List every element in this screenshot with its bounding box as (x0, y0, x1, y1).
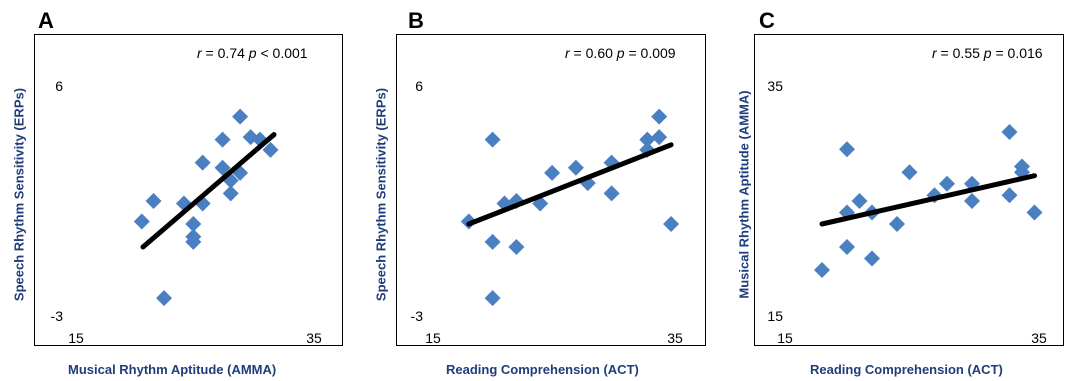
p-value: 0.016 (1007, 45, 1043, 61)
data-point (839, 141, 855, 158)
data-point (851, 193, 868, 209)
data-point (1001, 187, 1018, 204)
r-value: 0.74 (217, 45, 245, 61)
scatter-chart: 6 -315 35 (411, 78, 683, 346)
data-point (484, 290, 501, 307)
data-point (214, 131, 231, 148)
data-point (133, 213, 150, 230)
scatter-chart: 6 -315 35 (51, 78, 322, 346)
data-point (567, 159, 584, 176)
r-value: 0.60 (585, 45, 613, 61)
data-point (889, 216, 905, 232)
data-point (603, 185, 620, 202)
data-point (194, 154, 211, 171)
data-point (639, 131, 656, 148)
data-point (185, 228, 202, 245)
y-tick-label: -3 (51, 308, 64, 324)
p-operator: = (628, 45, 637, 61)
r-value: 0.55 (952, 45, 980, 61)
data-point (145, 193, 162, 209)
data-point (262, 141, 279, 158)
data-point (544, 164, 561, 181)
data-point (484, 131, 501, 148)
p-operator: < (260, 45, 269, 61)
panel-label: A (38, 8, 54, 33)
y-tick-label: -3 (411, 308, 424, 324)
y-tick-label: 15 (767, 308, 783, 324)
data-point (185, 216, 202, 232)
regression-line (140, 132, 277, 250)
data-point (839, 239, 855, 255)
data-point (663, 216, 680, 232)
x-tick-label: 15 (425, 330, 441, 346)
regression-line (819, 173, 1037, 227)
panel-label: B (408, 8, 424, 33)
data-point (484, 233, 501, 250)
data-point (901, 164, 918, 181)
x-tick-label: 35 (667, 330, 683, 346)
x-tick-label: 35 (306, 330, 322, 346)
y-tick-label: 35 (767, 78, 783, 94)
data-point (1001, 124, 1018, 140)
data-point (939, 175, 955, 192)
data-point (508, 239, 525, 255)
data-point (651, 108, 668, 125)
data-point (864, 250, 880, 267)
plot-frame (34, 34, 343, 346)
data-point (1026, 204, 1043, 221)
data-point (232, 108, 249, 125)
data-point (222, 185, 239, 202)
x-axis-label: Reading Comprehension (ACT) (446, 362, 639, 377)
x-axis-label: Musical Rhythm Aptitude (AMMA) (68, 362, 277, 377)
x-tick-label: 35 (1031, 330, 1047, 346)
panel-label: C (759, 8, 775, 33)
data-point (814, 262, 830, 278)
x-tick-label: 15 (68, 330, 84, 346)
data-point (214, 159, 231, 176)
plot-frame (754, 34, 1064, 346)
data-point (156, 290, 173, 307)
p-operator: = (995, 45, 1004, 61)
x-axis-label: Reading Comprehension (ACT) (810, 362, 1003, 377)
data-point (651, 129, 668, 146)
x-tick-label: 15 (777, 330, 793, 346)
data-point (964, 193, 980, 209)
p-value: 0.001 (272, 45, 308, 61)
y-tick-label: 6 (415, 78, 423, 94)
regression-line (466, 142, 674, 227)
p-value: 0.009 (640, 45, 676, 61)
correlation-stat: r = 0.60 p = 0.009 (565, 45, 676, 61)
correlation-stat: r = 0.74 p < 0.001 (197, 45, 308, 61)
y-tick-label: 6 (55, 78, 63, 94)
correlation-stat: r = 0.55 p = 0.016 (932, 45, 1043, 61)
